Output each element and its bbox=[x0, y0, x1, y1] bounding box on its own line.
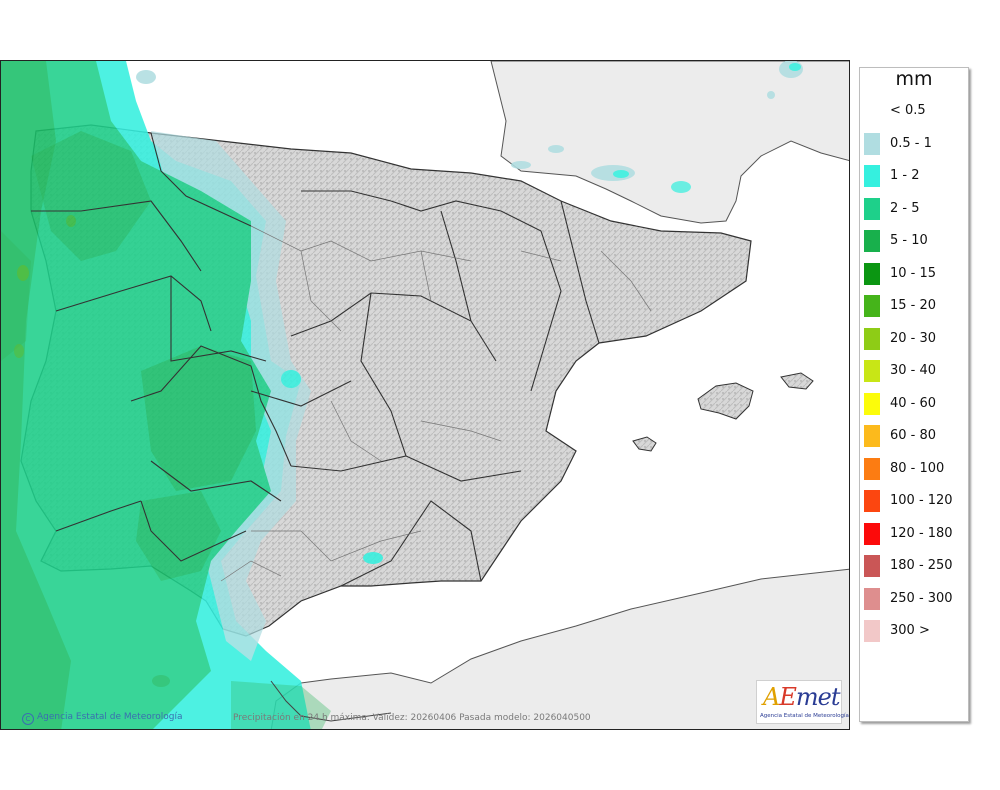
legend-item: 300 > bbox=[864, 620, 968, 642]
legend-swatch bbox=[864, 555, 880, 577]
legend-item: 250 - 300 bbox=[864, 587, 968, 610]
aemet-logo-wordmark: AEmet bbox=[763, 683, 840, 711]
legend-label: 5 - 10 bbox=[890, 233, 928, 248]
legend-item: 1 - 2 bbox=[864, 165, 968, 187]
legend-item: 120 - 180 bbox=[864, 522, 968, 545]
legend-item: 0.5 - 1 bbox=[864, 132, 968, 155]
legend-item: 100 - 120 bbox=[864, 490, 968, 512]
aemet-logo: AEmet Agencia Estatal de Meteorología bbox=[756, 680, 849, 724]
legend-label: 2 - 5 bbox=[890, 200, 920, 216]
legend-swatch bbox=[864, 425, 880, 447]
menorca bbox=[780, 372, 814, 390]
legend-item: 180 - 250 bbox=[864, 555, 968, 577]
legend-label: 15 - 20 bbox=[890, 298, 937, 313]
legend-label: 40 - 60 bbox=[890, 395, 937, 411]
legend-label: < 0.5 bbox=[890, 103, 926, 118]
precipitation-overlay bbox=[1, 61, 803, 729]
precipitation-map bbox=[0, 60, 850, 730]
map-canvas bbox=[1, 61, 849, 729]
legend-label: 250 - 300 bbox=[890, 590, 953, 606]
legend-swatch bbox=[864, 457, 880, 480]
legend-item: 2 - 5 bbox=[864, 197, 968, 220]
legend-swatch bbox=[864, 165, 880, 187]
legend-label: 180 - 250 bbox=[890, 558, 953, 573]
aemet-logo-subtitle: Agencia Estatal de Meteorología bbox=[760, 713, 849, 719]
legend-swatch bbox=[864, 490, 880, 512]
ibiza bbox=[632, 436, 657, 452]
legend-label: 60 - 80 bbox=[890, 428, 937, 443]
legend-label: 30 - 40 bbox=[890, 363, 937, 378]
copyright-text: C Agencia Estatal de Meteorología bbox=[22, 712, 183, 725]
precipitation-legend: mm < 0.5 0.5 - 1 1 - 2 2 - 5 5 - 10 10 - 15 15… bbox=[859, 67, 969, 722]
legend-label: 1 - 2 bbox=[890, 168, 920, 183]
africa-coastline bbox=[270, 680, 392, 722]
legend-item: < 0.5 bbox=[864, 100, 968, 122]
map-caption: Precipitación en 24 h máxima. Validez: 2… bbox=[233, 713, 591, 723]
legend-swatch bbox=[864, 132, 880, 155]
legend-swatch bbox=[864, 587, 880, 610]
legend-label: 10 - 15 bbox=[890, 265, 937, 281]
legend-swatch bbox=[864, 262, 880, 285]
legend-swatch bbox=[864, 295, 880, 317]
legend-label: 120 - 180 bbox=[890, 525, 953, 541]
copyright-icon: C bbox=[22, 713, 34, 725]
legend-item: 10 - 15 bbox=[864, 262, 968, 285]
legend-item: 30 - 40 bbox=[864, 360, 968, 382]
legend-unit: mm bbox=[895, 68, 933, 90]
legend-swatch bbox=[864, 230, 880, 252]
legend-swatch bbox=[864, 522, 880, 545]
legend-item: 40 - 60 bbox=[864, 392, 968, 415]
mallorca bbox=[697, 382, 754, 420]
africa-land bbox=[270, 568, 849, 729]
legend-item: 20 - 30 bbox=[864, 327, 968, 350]
legend-swatch bbox=[864, 620, 880, 642]
legend-item: 5 - 10 bbox=[864, 230, 968, 252]
legend-label: 80 - 100 bbox=[890, 460, 945, 476]
legend-swatch bbox=[864, 360, 880, 382]
legend-label: 0.5 - 1 bbox=[890, 135, 932, 151]
legend-label: 20 - 30 bbox=[890, 330, 937, 346]
legend-swatch bbox=[864, 327, 880, 350]
copyright-label: Agencia Estatal de Meteorología bbox=[37, 712, 183, 722]
legend-item: 15 - 20 bbox=[864, 295, 968, 317]
legend-swatch bbox=[864, 392, 880, 415]
region-borders-minor bbox=[220, 225, 652, 582]
legend-label: 300 > bbox=[890, 623, 930, 638]
legend-swatch bbox=[864, 197, 880, 220]
legend-swatch bbox=[864, 100, 880, 122]
legend-item: 60 - 80 bbox=[864, 425, 968, 447]
legend-item: 80 - 100 bbox=[864, 457, 968, 480]
legend-label: 100 - 120 bbox=[890, 493, 953, 508]
region-borders bbox=[31, 132, 600, 587]
